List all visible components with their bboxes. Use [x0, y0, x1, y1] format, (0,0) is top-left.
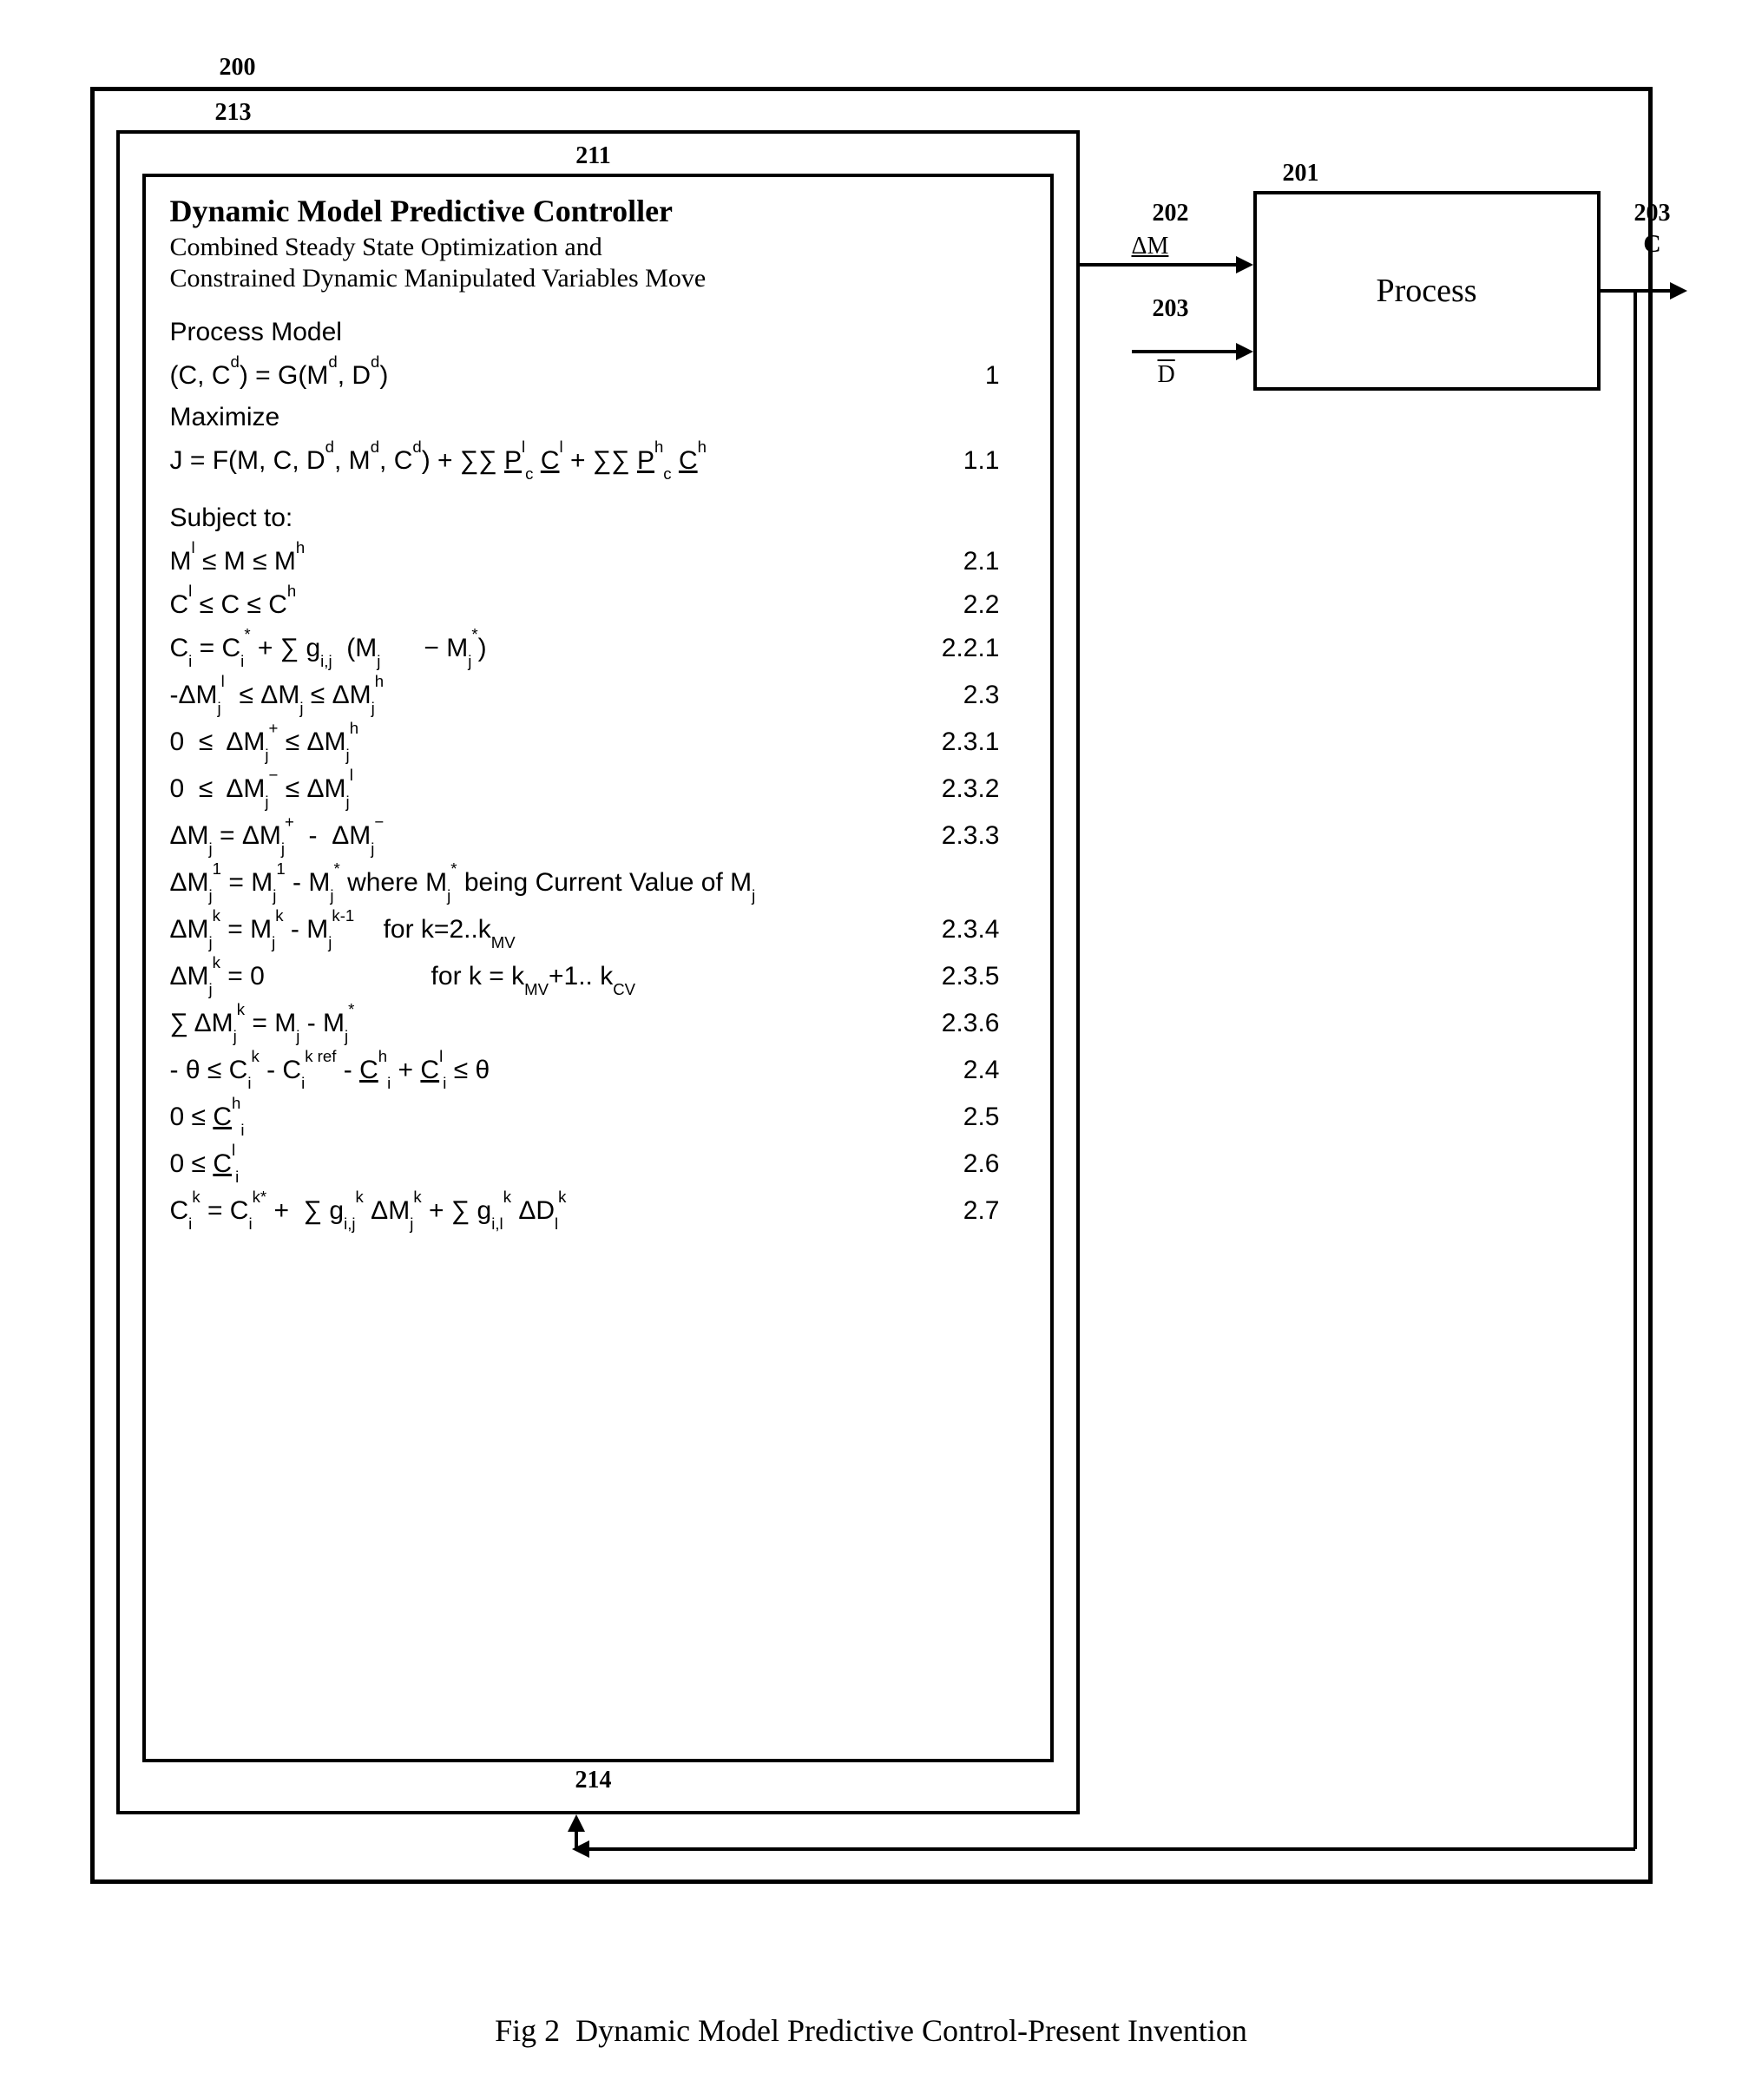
figure-caption: Fig 2 Dynamic Model Predictive Control-P…: [38, 2012, 1705, 2049]
figure-canvas: 200 213 Dynamic Model Predictive Control…: [38, 35, 1705, 2049]
ref-200: 200: [203, 54, 273, 82]
feedback-path: [90, 87, 1653, 1884]
